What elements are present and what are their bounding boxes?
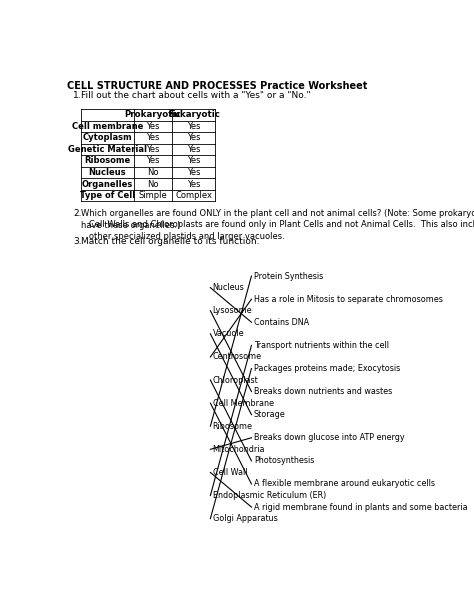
Text: Centrosome: Centrosome (213, 352, 262, 362)
Text: 1.: 1. (73, 91, 82, 101)
Text: Cell Walls and Chloroplasts are found only in Plant Cells and not Animal Cells. : Cell Walls and Chloroplasts are found on… (81, 220, 474, 241)
Text: Fill out the chart about cells with a "Yes" or a "No.": Fill out the chart about cells with a "Y… (81, 91, 310, 101)
Text: Yes: Yes (187, 145, 201, 154)
Text: Ribosome: Ribosome (213, 422, 253, 431)
Text: Lysosome: Lysosome (213, 306, 252, 315)
Text: No: No (147, 168, 159, 177)
Text: Nucleus: Nucleus (213, 283, 245, 292)
Text: Contains DNA: Contains DNA (254, 318, 309, 327)
Text: CELL STRUCTURE AND PROCESSES Practice Worksheet: CELL STRUCTURE AND PROCESSES Practice Wo… (67, 82, 367, 91)
Text: No: No (147, 180, 159, 189)
Text: Endoplasmic Reticulum (ER): Endoplasmic Reticulum (ER) (213, 491, 326, 500)
Text: 3.: 3. (73, 237, 82, 246)
Text: Has a role in Mitosis to separate chromosomes: Has a role in Mitosis to separate chromo… (254, 295, 443, 303)
Text: Type of Cell: Type of Cell (80, 191, 135, 200)
Text: Organelles: Organelles (82, 180, 133, 189)
Text: A flexible membrane around eukaryotic cells: A flexible membrane around eukaryotic ce… (254, 479, 435, 489)
Text: Yes: Yes (187, 134, 201, 142)
Text: 2.: 2. (73, 209, 82, 218)
Text: Which organelles are found ONLY in the plant cell and not animal cells? (Note: S: Which organelles are found ONLY in the p… (81, 209, 474, 230)
Text: Yes: Yes (146, 122, 160, 131)
Text: Breaks down nutrients and wastes: Breaks down nutrients and wastes (254, 387, 392, 396)
Text: Golgi Apparatus: Golgi Apparatus (213, 514, 277, 523)
Text: Yes: Yes (146, 134, 160, 142)
Text: Storage: Storage (254, 410, 285, 419)
Text: Prokaryotic: Prokaryotic (125, 110, 182, 120)
Text: Eukaryotic: Eukaryotic (168, 110, 219, 120)
Text: Yes: Yes (187, 122, 201, 131)
Text: Yes: Yes (187, 156, 201, 166)
Text: Yes: Yes (146, 156, 160, 166)
Text: Complex: Complex (175, 191, 212, 200)
Text: Cell Membrane: Cell Membrane (213, 398, 273, 408)
Text: Cell Wall: Cell Wall (213, 468, 247, 477)
Text: Cell membrane: Cell membrane (72, 122, 143, 131)
Text: Yes: Yes (187, 168, 201, 177)
Text: Packages proteins made; Exocytosis: Packages proteins made; Exocytosis (254, 364, 400, 373)
Text: Match the cell organelle to its function.: Match the cell organelle to its function… (81, 237, 259, 246)
Text: Mitochondria: Mitochondria (213, 445, 265, 454)
Text: Breaks down glucose into ATP energy: Breaks down glucose into ATP energy (254, 433, 404, 442)
Text: Transport nutrients within the cell: Transport nutrients within the cell (254, 341, 389, 350)
Text: Ribosome: Ribosome (84, 156, 130, 166)
Text: Vacuole: Vacuole (213, 329, 244, 338)
Text: Photosynthesis: Photosynthesis (254, 456, 314, 465)
Text: Simple: Simple (139, 191, 167, 200)
Text: Nucleus: Nucleus (89, 168, 126, 177)
Text: A rigid membrane found in plants and some bacteria: A rigid membrane found in plants and som… (254, 503, 467, 512)
Text: Protein Synthesis: Protein Synthesis (254, 272, 323, 281)
Text: Genetic Material: Genetic Material (68, 145, 147, 154)
Text: Cytoplasm: Cytoplasm (82, 134, 132, 142)
Text: Chloroplast: Chloroplast (213, 376, 258, 384)
Text: Yes: Yes (146, 145, 160, 154)
Text: Yes: Yes (187, 180, 201, 189)
